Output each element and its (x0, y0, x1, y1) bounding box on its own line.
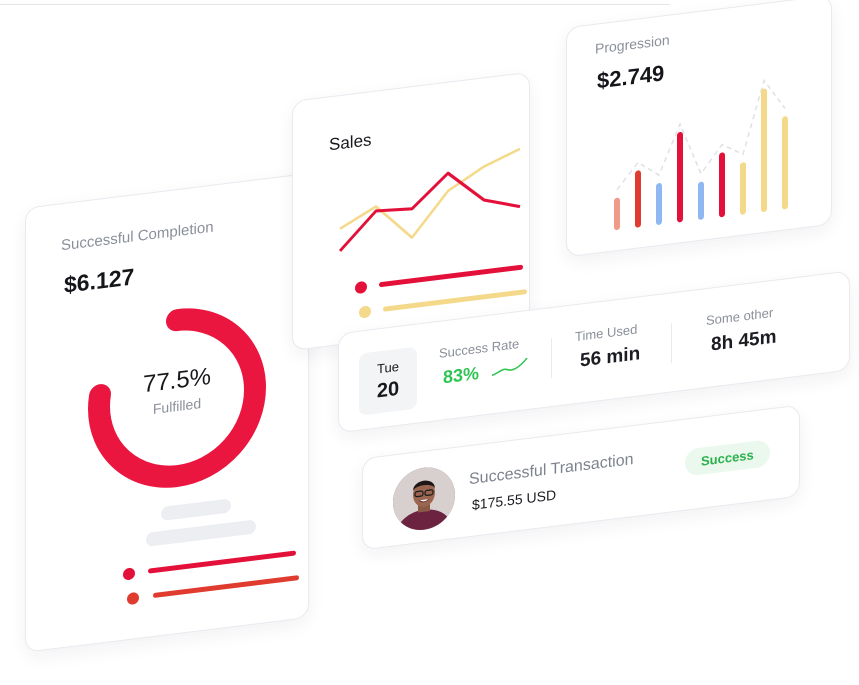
progression-bar-5 (698, 181, 704, 220)
sales-card[interactable]: Sales (292, 71, 530, 351)
transaction-title: Successful Transaction (469, 451, 634, 489)
other-value: 8h 45m (711, 326, 777, 356)
sales-legend-bar-yellow (383, 289, 527, 312)
donut-progress-arc (88, 308, 266, 488)
success-rate-sparkline-icon (491, 357, 528, 377)
sales-legend-dot-red (355, 280, 367, 295)
placeholder-pill-1 (161, 498, 231, 522)
progression-bar-4 (677, 132, 683, 223)
sales-legend-bar-red (379, 264, 523, 288)
sales-series-line-2 (339, 147, 521, 239)
progression-bar-9 (782, 116, 788, 210)
progression-bar-7 (740, 162, 746, 215)
time-used-value: 56 min (580, 343, 641, 372)
legend-bar-1 (148, 550, 296, 574)
completion-card[interactable]: Successful Completion $6.127 77.5% Fulfi… (25, 172, 309, 653)
progression-card[interactable]: Progression $2.749 (566, 0, 832, 258)
legend-dot-2 (127, 591, 139, 606)
progression-bar-3 (656, 183, 662, 225)
legend-bar-2 (153, 575, 299, 599)
sales-line-chart (338, 147, 521, 252)
avatar (393, 463, 455, 534)
person-icon (393, 463, 455, 534)
time-used-label: Time Used (575, 321, 638, 345)
transaction-amount: $175.55 USD (472, 486, 557, 513)
success-rate-value: 83% (443, 362, 480, 388)
sales-series-line-1 (338, 171, 521, 252)
stats-divider-1 (551, 338, 552, 379)
progression-bar-chart (614, 78, 788, 231)
date-day: Tue (377, 358, 399, 377)
progression-bar-1 (614, 197, 620, 231)
donut-svg (88, 308, 266, 488)
placeholder-pill-2 (146, 519, 256, 547)
legend-dot-1 (123, 567, 135, 581)
sales-label: Sales (329, 130, 372, 155)
transaction-card[interactable]: Successful Transaction $175.55 USD Succe… (362, 404, 800, 551)
progression-bar-8 (761, 88, 767, 213)
top-divider-line (0, 4, 670, 5)
sales-legend-dot-yellow (359, 305, 371, 319)
stats-divider-2 (671, 323, 672, 364)
progression-bar-6 (719, 152, 725, 218)
date-number: 20 (376, 377, 400, 403)
progression-label: Progression (595, 31, 670, 57)
completion-label: Successful Completion (61, 218, 214, 255)
progression-guide-line (616, 78, 786, 191)
status-badge: Success (685, 439, 770, 477)
stats-card[interactable]: Tue 20 Success Rate 83% Time Used 56 min… (338, 270, 850, 434)
completion-amount: $6.127 (64, 263, 135, 298)
other-label: Some other (706, 304, 774, 329)
date-box: Tue 20 (359, 346, 417, 416)
completion-donut-chart: 77.5% Fulfilled (84, 294, 270, 503)
progression-bar-2 (635, 170, 641, 228)
